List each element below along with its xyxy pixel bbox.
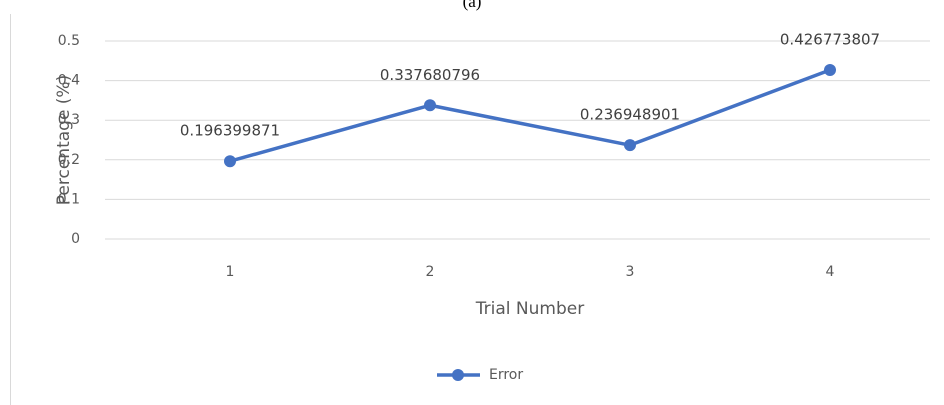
data-point — [224, 155, 236, 168]
data-label: 0.337680796 — [380, 66, 480, 84]
x-axis-title: Trial Number — [475, 299, 584, 319]
x-tick-label: 4 — [826, 264, 835, 280]
y-tick-label: 0.2 — [58, 152, 80, 168]
data-point — [824, 63, 836, 76]
y-tick-label: 0 — [71, 231, 80, 247]
x-tick-label: 1 — [226, 264, 235, 280]
series-line — [229, 68, 831, 163]
data-label: 0.236948901 — [580, 106, 680, 124]
x-tick-label: 2 — [426, 264, 435, 280]
y-tick-label: 0.1 — [58, 191, 80, 207]
data-label: 0.426773807 — [780, 30, 880, 48]
data-point — [424, 99, 436, 112]
y-tick-label: 0.4 — [58, 73, 80, 89]
y-tick-label: 0.3 — [58, 112, 80, 128]
data-point — [624, 139, 636, 152]
chart-title: (a) — [463, 0, 482, 11]
x-tick-label: 3 — [626, 264, 635, 280]
legend-marker — [452, 369, 464, 381]
y-tick-label: 0.5 — [58, 33, 80, 49]
data-label: 0.196399871 — [180, 122, 280, 140]
legend-label: Error — [489, 367, 523, 383]
y-axis-title: Percentage (%) — [54, 75, 74, 205]
